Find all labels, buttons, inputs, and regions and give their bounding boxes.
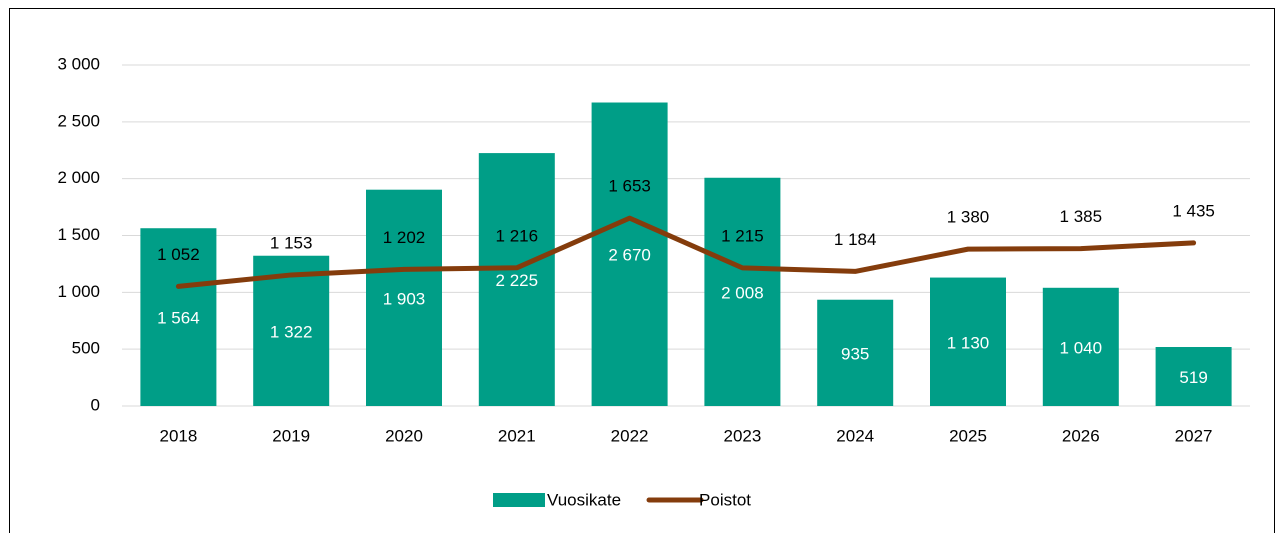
- bar: [478, 153, 555, 406]
- bar-value-label: 2 670: [608, 246, 651, 265]
- line: [175, 215, 1197, 289]
- y-tick-label: 500: [72, 339, 100, 358]
- line-value-label: 1 153: [270, 233, 313, 252]
- bar: [704, 177, 781, 406]
- line-value-label: 1 052: [157, 245, 200, 264]
- legend-label: Poistot: [699, 490, 751, 509]
- y-tick-label: 1 000: [57, 282, 100, 301]
- bar-value-label: 935: [841, 344, 869, 363]
- x-tick-label: 2020: [385, 426, 423, 445]
- line-value-label: 1 215: [721, 226, 764, 245]
- bar-value-label: 2 008: [721, 283, 764, 302]
- x-tick-label: 2027: [1175, 426, 1213, 445]
- bar: [591, 102, 668, 406]
- bar: [1042, 287, 1119, 406]
- x-tick-label: 2021: [498, 426, 536, 445]
- legend-label: Vuosikate: [547, 490, 621, 509]
- bar: [930, 277, 1006, 406]
- x-tick-label: 2024: [836, 426, 874, 445]
- bar: [140, 228, 217, 406]
- y-tick-label: 3 000: [57, 54, 100, 73]
- line-value-label: 1 435: [1172, 201, 1215, 220]
- bar-value-label: 1 130: [947, 333, 990, 352]
- line-value-label: 1 380: [947, 208, 990, 227]
- line-value-label: 1 216: [496, 226, 539, 245]
- y-tick-label: 2 500: [57, 111, 100, 130]
- line-value-label: 1 385: [1060, 207, 1103, 226]
- x-tick-label: 2019: [272, 426, 310, 445]
- line-value-label: 1 653: [608, 177, 651, 196]
- x-tick-label: 2022: [611, 426, 649, 445]
- bar-value-label: 2 225: [496, 271, 539, 290]
- bar-value-label: 1 903: [383, 289, 426, 308]
- x-tick-label: 2023: [723, 426, 761, 445]
- y-tick-label: 2 000: [57, 168, 100, 187]
- bar-value-label: 519: [1179, 368, 1207, 387]
- bar-value-label: 1 564: [157, 309, 200, 328]
- line-value-label: 1 184: [834, 230, 877, 249]
- bar-value-label: 1 322: [270, 322, 313, 341]
- x-tick-label: 2026: [1062, 426, 1100, 445]
- x-tick-label: 2018: [159, 426, 197, 445]
- bar: [253, 255, 330, 406]
- x-tick-label: 2025: [949, 426, 987, 445]
- line-value-label: 1 202: [383, 228, 426, 247]
- bar-value-label: 1 040: [1060, 338, 1103, 357]
- chart-border: [9, 8, 1275, 533]
- bar: [366, 189, 442, 406]
- bar: [1155, 347, 1232, 406]
- legend-swatch: [493, 493, 545, 507]
- y-tick-label: 1 500: [57, 225, 100, 244]
- y-tick-label: 0: [91, 395, 100, 414]
- bar: [817, 299, 894, 406]
